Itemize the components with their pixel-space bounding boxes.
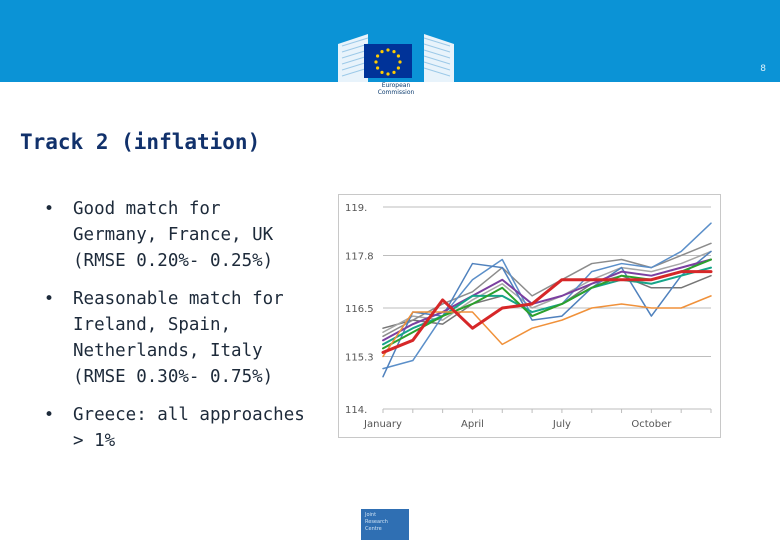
series-line	[382, 250, 712, 378]
x-tick-label: January	[363, 419, 402, 430]
bullet-item-1: • Good match for Germany, France, UK (RM…	[44, 196, 344, 274]
chart-svg: 119. 117.8 116.5 115.3 114. January April July O…	[345, 203, 713, 430]
y-tick-label: 116.5	[345, 304, 374, 315]
bullet-line: (RMSE 0.30%- 0.75%)	[73, 367, 274, 387]
logo-text-line-2: Commission	[377, 89, 415, 96]
eu-stars-icon	[374, 48, 402, 76]
y-tick-label: 119.	[345, 203, 367, 214]
bullet-line: Greece: all approaches	[73, 405, 305, 425]
european-commission-logo: European Commission	[338, 24, 454, 108]
series-line	[382, 295, 712, 358]
series-line	[382, 222, 712, 370]
page-number: 8	[760, 64, 766, 74]
bullet-line: Ireland, Spain,	[73, 315, 232, 335]
bullet-line: Germany, France, UK	[73, 225, 274, 245]
slide-title: Track 2 (inflation)	[20, 130, 261, 154]
bullet-dot-icon: •	[44, 199, 55, 219]
x-tick-label: October	[631, 419, 672, 430]
y-tick-label: 114.	[345, 405, 367, 416]
ec-building-icon	[338, 34, 454, 82]
bullet-list: • Good match for Germany, France, UK (RM…	[44, 196, 344, 466]
y-tick-label: 115.3	[345, 352, 374, 363]
jrc-logo-text-2: Research	[365, 519, 388, 525]
series-line	[381, 270, 713, 354]
bullet-line: (RMSE 0.20%- 0.25%)	[73, 251, 274, 271]
inflation-chart: 119. 117.8 116.5 115.3 114. January April July O…	[338, 194, 721, 438]
jrc-logo: Joint Research Centre	[361, 509, 409, 540]
logo-text-line-1: European	[381, 82, 411, 89]
bullet-line: Reasonable match for	[73, 289, 284, 309]
x-tick-label: April	[461, 419, 484, 430]
bullet-dot-icon: •	[44, 405, 55, 425]
bullet-line: Good match for	[73, 199, 221, 219]
bullet-dot-icon: •	[44, 289, 55, 309]
bullet-line: Netherlands, Italy	[73, 341, 263, 361]
bullet-line: > 1%	[73, 431, 116, 451]
x-tick-label: July	[552, 419, 571, 430]
jrc-logo-text-3: Centre	[365, 526, 382, 532]
bullet-item-2: • Reasonable match for Ireland, Spain, N…	[44, 286, 344, 390]
series-line	[382, 258, 712, 342]
jrc-logo-text-1: Joint	[365, 512, 377, 518]
bullet-item-3: • Greece: all approaches > 1%	[44, 402, 344, 454]
y-tick-label: 117.8	[345, 251, 374, 262]
